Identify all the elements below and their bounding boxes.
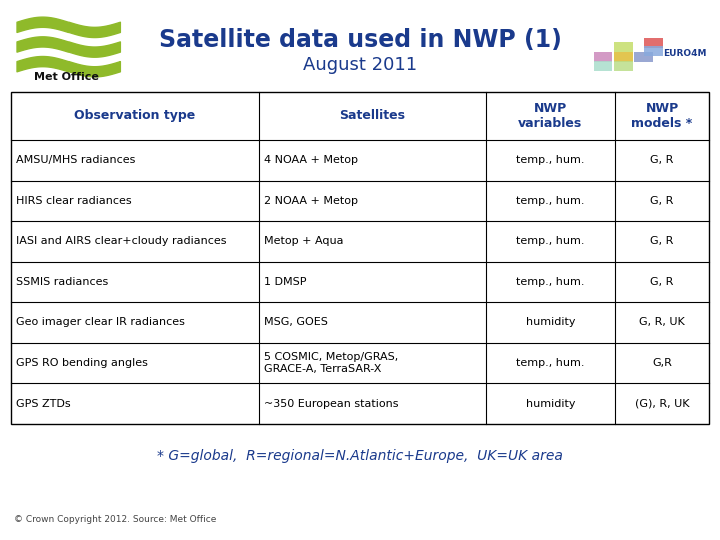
Text: Satellites: Satellites <box>339 110 405 123</box>
Text: GPS ZTDs: GPS ZTDs <box>16 399 71 409</box>
Bar <box>614 42 632 52</box>
Text: © Crown Copyright 2012. Source: Met Office: © Crown Copyright 2012. Source: Met Offi… <box>14 515 217 524</box>
Text: 2 NOAA + Metop: 2 NOAA + Metop <box>264 196 358 206</box>
Text: Geo imager clear IR radiances: Geo imager clear IR radiances <box>16 318 185 327</box>
Text: ~350 European stations: ~350 European stations <box>264 399 398 409</box>
Text: Metop + Aqua: Metop + Aqua <box>264 237 343 246</box>
Text: Observation type: Observation type <box>74 110 195 123</box>
Text: G, R, UK: G, R, UK <box>639 318 685 327</box>
Text: temp., hum.: temp., hum. <box>516 237 585 246</box>
Bar <box>614 51 632 62</box>
Text: Satellite data used in NWP (1): Satellite data used in NWP (1) <box>158 29 562 52</box>
Text: temp., hum.: temp., hum. <box>516 358 585 368</box>
Bar <box>644 38 662 48</box>
Text: NWP
variables: NWP variables <box>518 102 582 130</box>
Text: G, R: G, R <box>650 237 674 246</box>
Bar <box>594 61 613 71</box>
Text: SSMIS radiances: SSMIS radiances <box>16 277 108 287</box>
Text: humidity: humidity <box>526 399 575 409</box>
Text: * G=global,  R=regional=N.Atlantic+Europe,  UK=UK area: * G=global, R=regional=N.Atlantic+Europe… <box>157 449 563 463</box>
Text: 1 DMSP: 1 DMSP <box>264 277 306 287</box>
Bar <box>634 51 652 62</box>
Bar <box>614 61 632 71</box>
Text: HIRS clear radiances: HIRS clear radiances <box>16 196 132 206</box>
Text: G, R: G, R <box>650 277 674 287</box>
Bar <box>644 46 662 56</box>
Text: temp., hum.: temp., hum. <box>516 277 585 287</box>
Text: Met Office: Met Office <box>34 71 99 82</box>
Text: IASI and AIRS clear+cloudy radiances: IASI and AIRS clear+cloudy radiances <box>16 237 226 246</box>
Text: August 2011: August 2011 <box>303 56 417 74</box>
Text: humidity: humidity <box>526 318 575 327</box>
Text: G, R: G, R <box>650 196 674 206</box>
Text: 4 NOAA + Metop: 4 NOAA + Metop <box>264 155 358 165</box>
Text: 5 COSMIC, Metop/GRAS,
GRACE-A, TerraSAR-X: 5 COSMIC, Metop/GRAS, GRACE-A, TerraSAR-… <box>264 352 398 374</box>
Text: temp., hum.: temp., hum. <box>516 155 585 165</box>
Text: G,R: G,R <box>652 358 672 368</box>
Text: G, R: G, R <box>650 155 674 165</box>
Text: EURO4M: EURO4M <box>663 49 707 58</box>
Bar <box>594 51 613 62</box>
Text: MSG, GOES: MSG, GOES <box>264 318 328 327</box>
Text: GPS RO bending angles: GPS RO bending angles <box>16 358 148 368</box>
Text: AMSU/MHS radiances: AMSU/MHS radiances <box>16 155 135 165</box>
Text: NWP
models *: NWP models * <box>631 102 693 130</box>
Text: temp., hum.: temp., hum. <box>516 196 585 206</box>
Text: (G), R, UK: (G), R, UK <box>635 399 689 409</box>
